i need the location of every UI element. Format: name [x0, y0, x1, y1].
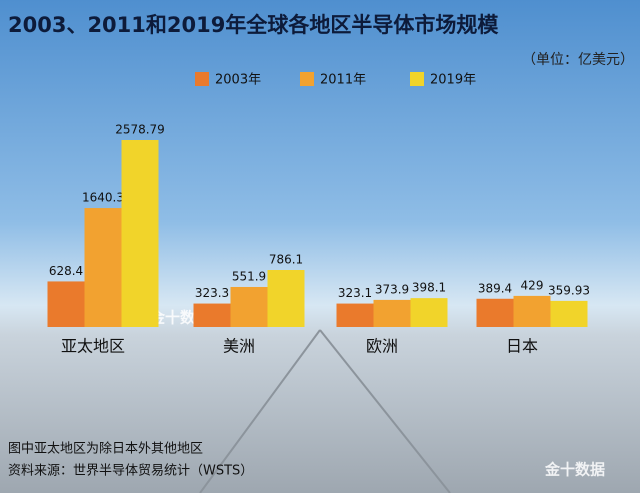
value-label: 628.4: [49, 264, 83, 278]
value-label: 551.9: [232, 269, 266, 283]
bar: [550, 300, 588, 327]
value-label: 389.4: [478, 281, 512, 295]
value-label: 359.93: [548, 283, 590, 297]
value-label: 429: [521, 278, 544, 292]
bar: [267, 269, 305, 327]
bar: [121, 140, 159, 327]
legend-label: 2019年: [430, 73, 476, 88]
value-label: 373.9: [375, 282, 409, 296]
floor-line: [319, 329, 451, 493]
chart-title: 2003、2011和2019年全球各地区半导体市场规模: [8, 13, 499, 37]
footnote: 资料来源：世界半导体贸易统计（WSTS）: [8, 464, 253, 479]
floor-line: [199, 329, 321, 493]
legend-swatch: [195, 72, 209, 86]
x-tick-label: 欧洲: [366, 337, 398, 356]
bar: [476, 298, 514, 327]
value-label: 1640.3: [82, 191, 124, 205]
x-tick-label: 美洲: [223, 337, 255, 356]
value-label: 323.3: [195, 286, 229, 300]
x-tick-label: 亚太地区: [61, 337, 125, 356]
bar: [410, 298, 448, 327]
legend-swatch: [410, 72, 424, 86]
bar: [336, 303, 374, 327]
bar: [84, 208, 122, 327]
bar: [373, 299, 411, 327]
value-label: 323.1: [338, 286, 372, 300]
bar: [230, 286, 268, 327]
footnote: 图中亚太地区为除日本外其他地区: [8, 442, 203, 457]
chart-subtitle: （单位：亿美元）: [522, 52, 634, 68]
value-label: 2578.79: [115, 123, 165, 137]
watermark: 金十数据: [544, 461, 605, 479]
bar: [513, 295, 551, 327]
legend-swatch: [300, 72, 314, 86]
x-tick-label: 日本: [506, 337, 538, 356]
value-label: 786.1: [269, 252, 303, 266]
legend-label: 2003年: [215, 73, 261, 88]
bar: [193, 303, 231, 327]
bar: [47, 281, 85, 327]
value-label: 398.1: [412, 281, 446, 295]
legend-label: 2011年: [320, 73, 366, 88]
